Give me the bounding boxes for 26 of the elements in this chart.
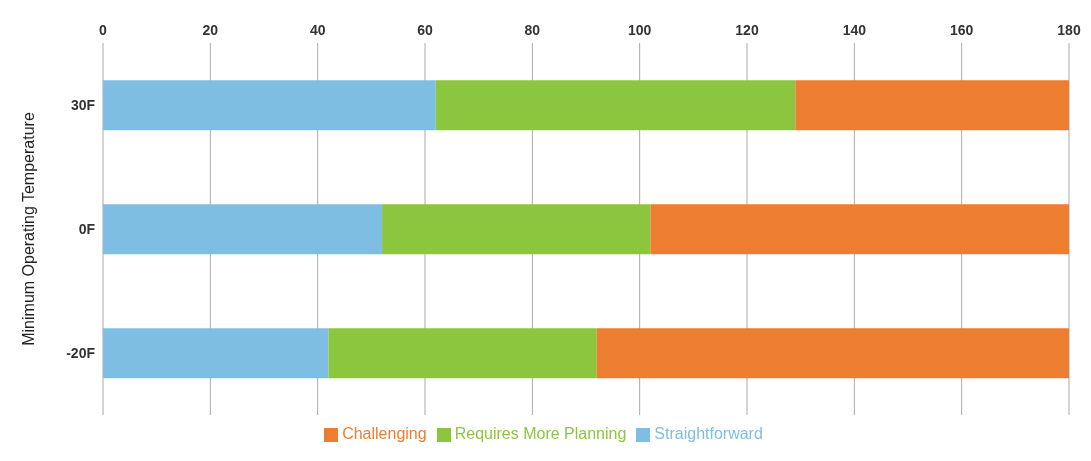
x-tick-label: 120	[735, 22, 759, 38]
y-tick-label: -20F	[66, 344, 96, 361]
legend-label: Requires More Planning	[454, 425, 627, 442]
x-tick-label: 40	[309, 22, 326, 38]
x-tick-label: 80	[524, 22, 541, 38]
bar	[103, 204, 383, 255]
y-axis-title: Minimum Operating Temperature	[19, 112, 37, 346]
legend-label: Challenging	[342, 425, 427, 442]
bar	[382, 204, 651, 255]
bar	[650, 204, 1069, 255]
x-tick-label: 140	[842, 22, 867, 38]
x-tick-label: 180	[1057, 22, 1081, 38]
legend-label: Straightforward	[654, 425, 763, 442]
bar	[328, 328, 597, 379]
bar	[435, 80, 796, 131]
x-tick-label: 60	[417, 22, 433, 38]
x-tick-label: 20	[202, 22, 219, 38]
bar	[795, 80, 1069, 131]
bar	[103, 80, 436, 131]
x-tick-label: 0	[99, 22, 108, 38]
bar	[596, 328, 1069, 379]
y-tick-label: 0F	[78, 220, 96, 237]
x-tick-label: 160	[949, 22, 974, 38]
bar	[103, 328, 329, 379]
y-tick-label: 30F	[70, 96, 96, 113]
x-tick-label: 100	[627, 22, 652, 38]
